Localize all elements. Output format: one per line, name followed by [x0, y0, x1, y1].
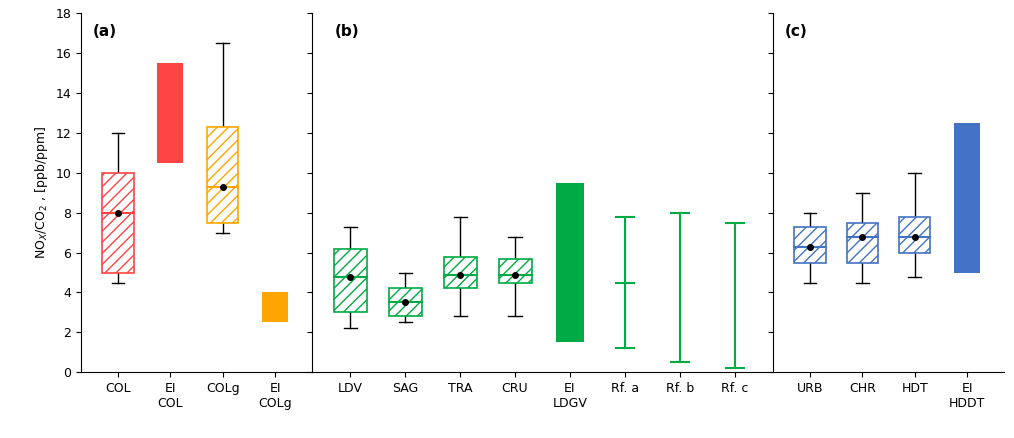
FancyBboxPatch shape: [557, 183, 584, 343]
FancyBboxPatch shape: [499, 258, 531, 283]
FancyBboxPatch shape: [388, 289, 422, 316]
FancyBboxPatch shape: [794, 226, 825, 262]
FancyBboxPatch shape: [334, 249, 367, 312]
FancyBboxPatch shape: [847, 223, 878, 262]
FancyBboxPatch shape: [102, 173, 134, 272]
Text: (b): (b): [335, 24, 360, 39]
FancyBboxPatch shape: [262, 293, 288, 322]
Y-axis label: NO$_X$/CO$_2$ , [ppb/ppm]: NO$_X$/CO$_2$ , [ppb/ppm]: [33, 126, 50, 259]
FancyBboxPatch shape: [157, 63, 184, 163]
FancyBboxPatch shape: [444, 257, 477, 289]
FancyBboxPatch shape: [899, 217, 931, 253]
FancyBboxPatch shape: [954, 123, 981, 272]
Text: (a): (a): [92, 24, 117, 39]
FancyBboxPatch shape: [207, 127, 238, 223]
Text: (c): (c): [785, 24, 807, 39]
